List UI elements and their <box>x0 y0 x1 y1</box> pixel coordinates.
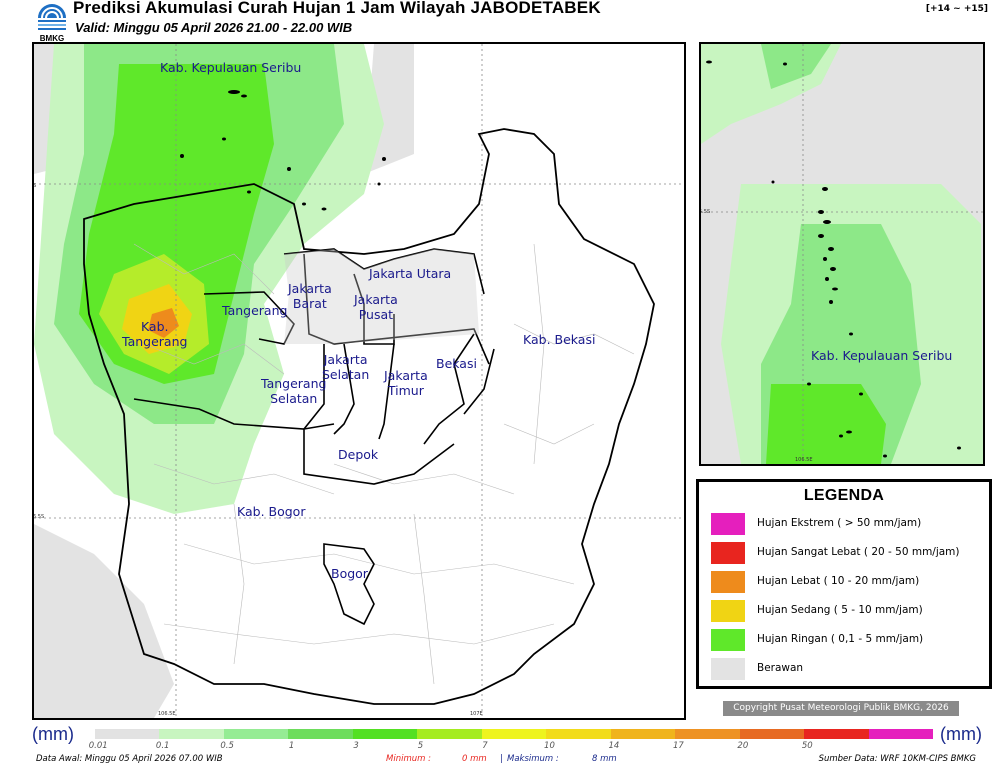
label-kab-tangerang: Kab. Tangerang <box>122 319 188 349</box>
scale-segment <box>868 729 934 739</box>
label-tangerang: Tangerang <box>222 303 288 318</box>
legend-label: Hujan Lebat ( 10 - 20 mm/jam) <box>757 575 920 587</box>
scale-tick-label: 0.1 <box>155 741 170 751</box>
inset-lon-tick: 106.5E <box>795 457 813 463</box>
scale-tick-label: 0.5 <box>220 741 234 751</box>
inset-label-kep-seribu: Kab. Kepulauan Seribu <box>811 348 953 363</box>
legend-label: Hujan Ekstrem ( > 50 mm/jam) <box>757 517 922 529</box>
cloudy-area <box>34 44 174 718</box>
scale-segment <box>739 729 805 739</box>
scale-segment <box>223 729 289 739</box>
label-jakarta-barat: Jakarta Barat <box>288 281 332 311</box>
lon-tick-2: 107E <box>470 711 483 717</box>
forecast-range: [+14 ~ +15] <box>925 4 988 14</box>
svg-text:BMKG: BMKG <box>40 34 64 43</box>
scale-tick-label: 0.01 <box>88 741 108 751</box>
data-source: Sumber Data: WRF 10KM-CIPS BMKG <box>818 754 976 764</box>
scale-segment <box>417 729 482 739</box>
scale-tick-label: 14 <box>608 741 620 751</box>
scale-tick-label: 10 <box>544 741 555 751</box>
legend-swatch <box>711 542 745 564</box>
scale-segment <box>675 729 740 739</box>
legend-label: Hujan Sedang ( 5 - 10 mm/jam) <box>757 604 923 616</box>
scale-segment <box>610 729 676 739</box>
legend-swatch <box>711 600 745 622</box>
rainfall-map-svg: 6S <box>34 44 684 718</box>
inset-map: Kab. Kepulauan Seribu 5.5S 106.5E <box>699 42 985 466</box>
minimum-label: Minimum : <box>386 754 431 764</box>
legend: LEGENDA Hujan Ekstrem ( > 50 mm/jam) Huj… <box>696 479 992 689</box>
legend-label: Hujan Ringan ( 0,1 - 5 mm/jam) <box>757 633 924 645</box>
lat-tick: 6S <box>34 183 37 189</box>
city-boundaries <box>133 248 495 626</box>
label-kab-bekasi: Kab. Bekasi <box>523 332 596 347</box>
label-tangerang-selatan: Tangerang Selatan <box>261 376 327 406</box>
label-jakarta-pusat: Jakarta Pusat <box>354 292 398 322</box>
label-depok: Depok <box>338 447 379 462</box>
legend-swatch <box>711 513 745 535</box>
label-kab-bogor: Kab. Bogor <box>237 504 306 519</box>
scale-tick-label: 1 <box>288 741 295 751</box>
region-boundary <box>83 128 655 705</box>
gridlines <box>34 44 684 718</box>
lat-tick-2: 6.5S <box>33 514 45 520</box>
label-kep-seribu: Kab. Kepulauan Seribu <box>160 60 302 75</box>
maximum-label: Maksimum : <box>507 754 559 764</box>
scale-segment <box>95 729 160 739</box>
scale-segment <box>352 729 418 739</box>
scale-segment <box>481 729 547 739</box>
label-bogor: Bogor <box>331 566 368 581</box>
minimum-value: 0 mm <box>462 754 487 764</box>
color-scale <box>95 729 934 739</box>
page-title: Prediksi Akumulasi Curah Hujan 1 Jam Wil… <box>73 0 601 17</box>
legend-swatch <box>711 571 745 593</box>
main-map: 6S Kab. Kepulauan Seribu Jakarta Utara J… <box>32 42 686 720</box>
scale-tick-label: 17 <box>672 741 684 751</box>
islands <box>180 90 386 211</box>
scale-tick-label: 20 <box>737 741 749 751</box>
scale-unit-left: (mm) <box>32 724 74 744</box>
legend-title: LEGENDA <box>803 487 885 504</box>
data-awal: Data Awal: Minggu 05 April 2026 07.00 WI… <box>36 754 223 764</box>
separator: | <box>500 754 503 764</box>
lon-tick-1: 106.5E <box>158 711 176 717</box>
scale-tick-label: 50 <box>801 741 813 751</box>
legend-label: Hujan Sangat Lebat ( 20 - 50 mm/jam) <box>757 546 960 558</box>
label-jakarta-utara: Jakarta Utara <box>369 266 452 281</box>
label-bekasi: Bekasi <box>436 356 477 371</box>
scale-tick-label: 7 <box>482 741 488 751</box>
maximum-value: 8 mm <box>592 754 617 764</box>
legend-label: Berawan <box>757 662 804 674</box>
scale-segment <box>804 729 869 739</box>
label-jakarta-selatan: Jakarta Selatan <box>322 352 370 382</box>
label-jakarta-timur: Jakarta Timur <box>384 368 428 398</box>
inset-lat-tick: 5.5S <box>699 209 711 215</box>
legend-swatch <box>711 629 745 651</box>
heavy-rain-area <box>148 308 179 338</box>
inset-map-svg <box>701 44 983 464</box>
scale-tick-label: 3 <box>353 741 359 751</box>
scale-segment <box>159 729 224 739</box>
jakarta-area <box>284 249 479 344</box>
valid-time: Valid: Minggu 05 April 2026 21.00 - 22.0… <box>75 20 353 35</box>
copyright: Copyright Pusat Meteorologi Publik BMKG,… <box>723 701 959 716</box>
scale-tick-label: 5 <box>417 741 424 751</box>
scale-unit-right: (mm) <box>940 724 982 744</box>
footer: Data Awal: Minggu 05 April 2026 07.00 WI… <box>0 754 1000 768</box>
legend-swatch <box>711 658 745 680</box>
scale-segment <box>288 729 353 739</box>
bmkg-logo: BMKG <box>34 0 70 44</box>
scale-segment <box>546 729 611 739</box>
